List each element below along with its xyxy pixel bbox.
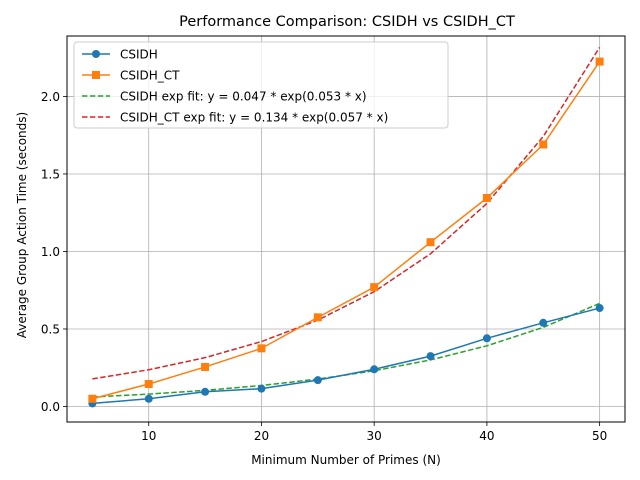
y-axis-label: Average Group Action Time (seconds) [15, 112, 29, 338]
data-point-circle [257, 384, 266, 393]
data-point-circle [370, 365, 379, 374]
legend-marker [92, 50, 100, 58]
data-point-square [257, 344, 266, 353]
series-line-3 [92, 302, 600, 398]
series-line-4 [92, 46, 601, 380]
data-point-square [313, 313, 322, 322]
data-point-circle [313, 376, 322, 385]
y-tick-label: 1.5 [41, 167, 60, 181]
x-tick-label: 30 [367, 429, 382, 443]
data-point-circle [144, 394, 153, 403]
legend-label: CSIDH_CT [120, 69, 180, 83]
data-point-circle [539, 318, 548, 327]
data-point-square [482, 193, 491, 202]
legend-marker [92, 71, 100, 79]
legend: CSIDH CSIDH_CT CSIDH exp fit: y = 0.047 * … [73, 41, 449, 129]
legend-label: CSIDH_CT exp fit: y = 0.134 * exp(0.057 … [120, 111, 388, 125]
legend-label: CSIDH exp fit: y = 0.047 * exp(0.053 * x… [120, 90, 367, 104]
data-point-circle [482, 334, 491, 343]
legend-label: CSIDH [120, 48, 158, 62]
plot-frame [66, 35, 626, 423]
data-point-circle [201, 387, 210, 396]
x-tick-label: 20 [254, 429, 269, 443]
x-tick-label: 50 [592, 429, 607, 443]
data-point-square [370, 283, 379, 292]
x-tick-label: 40 [479, 429, 494, 443]
y-tick-label: 0.5 [41, 322, 60, 336]
data-point-square [426, 238, 435, 247]
x-tick-label: 10 [141, 429, 156, 443]
series-line-1 [92, 307, 600, 405]
data-point-circle [595, 304, 604, 313]
data-point-square [88, 394, 97, 403]
series-line-2 [92, 61, 601, 400]
series-layer [88, 46, 604, 408]
x-axis-label: Minimum Number of Primes (N) [251, 453, 441, 467]
legend-box [73, 41, 449, 129]
data-point-square [595, 57, 604, 66]
data-point-square [539, 140, 548, 149]
data-point-square [201, 362, 210, 371]
data-point-circle [426, 352, 435, 361]
y-tick-label: 1.0 [41, 245, 60, 259]
tick-layer: 10 20 30 40 50 0.0 0.5 1.0 1.5 2.0 [41, 90, 607, 443]
y-tick-label: 0.0 [41, 400, 60, 414]
data-point-square [144, 380, 153, 389]
chart-title: Performance Comparison: CSIDH vs CSIDH_C… [179, 14, 515, 30]
y-tick-label: 2.0 [41, 90, 60, 104]
